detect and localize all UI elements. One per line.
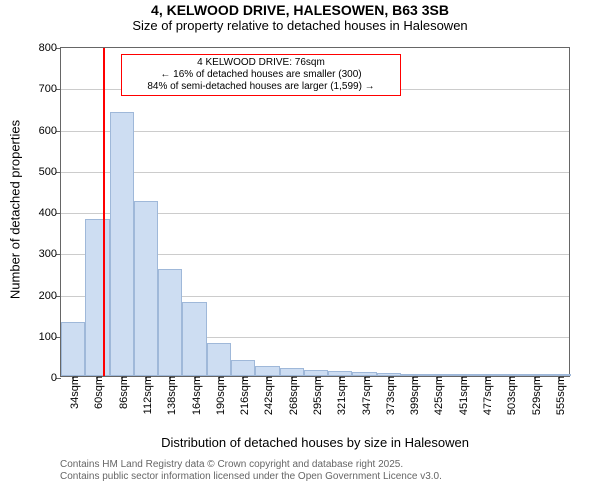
histogram-bar [110,112,134,376]
y-tick-label: 300 [39,248,61,260]
reference-line [103,48,105,376]
grid-line [61,172,569,173]
chart-title: 4, KELWOOD DRIVE, HALESOWEN, B63 3SB [0,2,600,18]
histogram-bar [280,368,304,376]
x-tick-label: 373sqm [381,376,397,415]
histogram-bar [158,269,182,376]
annotation-line: ← 16% of detached houses are smaller (30… [126,69,396,81]
footer-attribution: Contains HM Land Registry data © Crown c… [60,459,442,483]
chart-subtitle: Size of property relative to detached ho… [0,18,600,33]
x-axis-label: Distribution of detached houses by size … [60,435,570,450]
x-tick-label: 112sqm [138,376,154,414]
y-axis-label: Number of detached properties [8,110,23,310]
x-tick-label: 347sqm [357,376,373,415]
y-tick-label: 600 [39,125,61,137]
x-tick-label: 60sqm [89,376,105,409]
x-tick-label: 399sqm [405,376,421,415]
annotation-line: 84% of semi-detached houses are larger (… [126,81,396,93]
histogram-bar [255,366,279,376]
footer-line: Contains public sector information licen… [60,471,442,483]
x-tick-label: 425sqm [429,376,445,415]
x-tick-label: 321sqm [332,376,348,415]
x-tick-label: 190sqm [211,376,227,415]
histogram-bar [61,322,85,376]
plot-area: 010020030040050060070080034sqm60sqm86sqm… [60,47,570,377]
histogram-bar [85,219,109,376]
x-tick-label: 555sqm [551,376,567,415]
histogram-bar [231,360,255,377]
x-tick-label: 164sqm [187,376,203,415]
histogram-bar [182,302,206,376]
y-tick-label: 0 [51,372,61,384]
histogram-bar [207,343,231,376]
x-tick-label: 477sqm [478,376,494,415]
y-tick-label: 800 [39,42,61,54]
y-tick-label: 500 [39,166,61,178]
footer-line: Contains HM Land Registry data © Crown c… [60,459,442,471]
x-tick-label: 503sqm [502,376,518,415]
x-tick-label: 216sqm [235,376,251,415]
y-tick-label: 200 [39,290,61,302]
x-tick-label: 34sqm [65,376,81,409]
y-tick-label: 100 [39,331,61,343]
grid-line [61,131,569,132]
x-tick-label: 451sqm [454,376,470,415]
x-tick-label: 268sqm [284,376,300,415]
annotation-box: 4 KELWOOD DRIVE: 76sqm← 16% of detached … [121,54,401,96]
y-tick-label: 700 [39,83,61,95]
x-tick-label: 86sqm [114,376,130,409]
annotation-line: 4 KELWOOD DRIVE: 76sqm [126,57,396,69]
y-tick-label: 400 [39,207,61,219]
x-tick-label: 295sqm [308,376,324,415]
x-tick-label: 138sqm [162,376,178,415]
x-tick-label: 529sqm [527,376,543,415]
histogram-bar [134,201,158,376]
x-tick-label: 242sqm [259,376,275,415]
